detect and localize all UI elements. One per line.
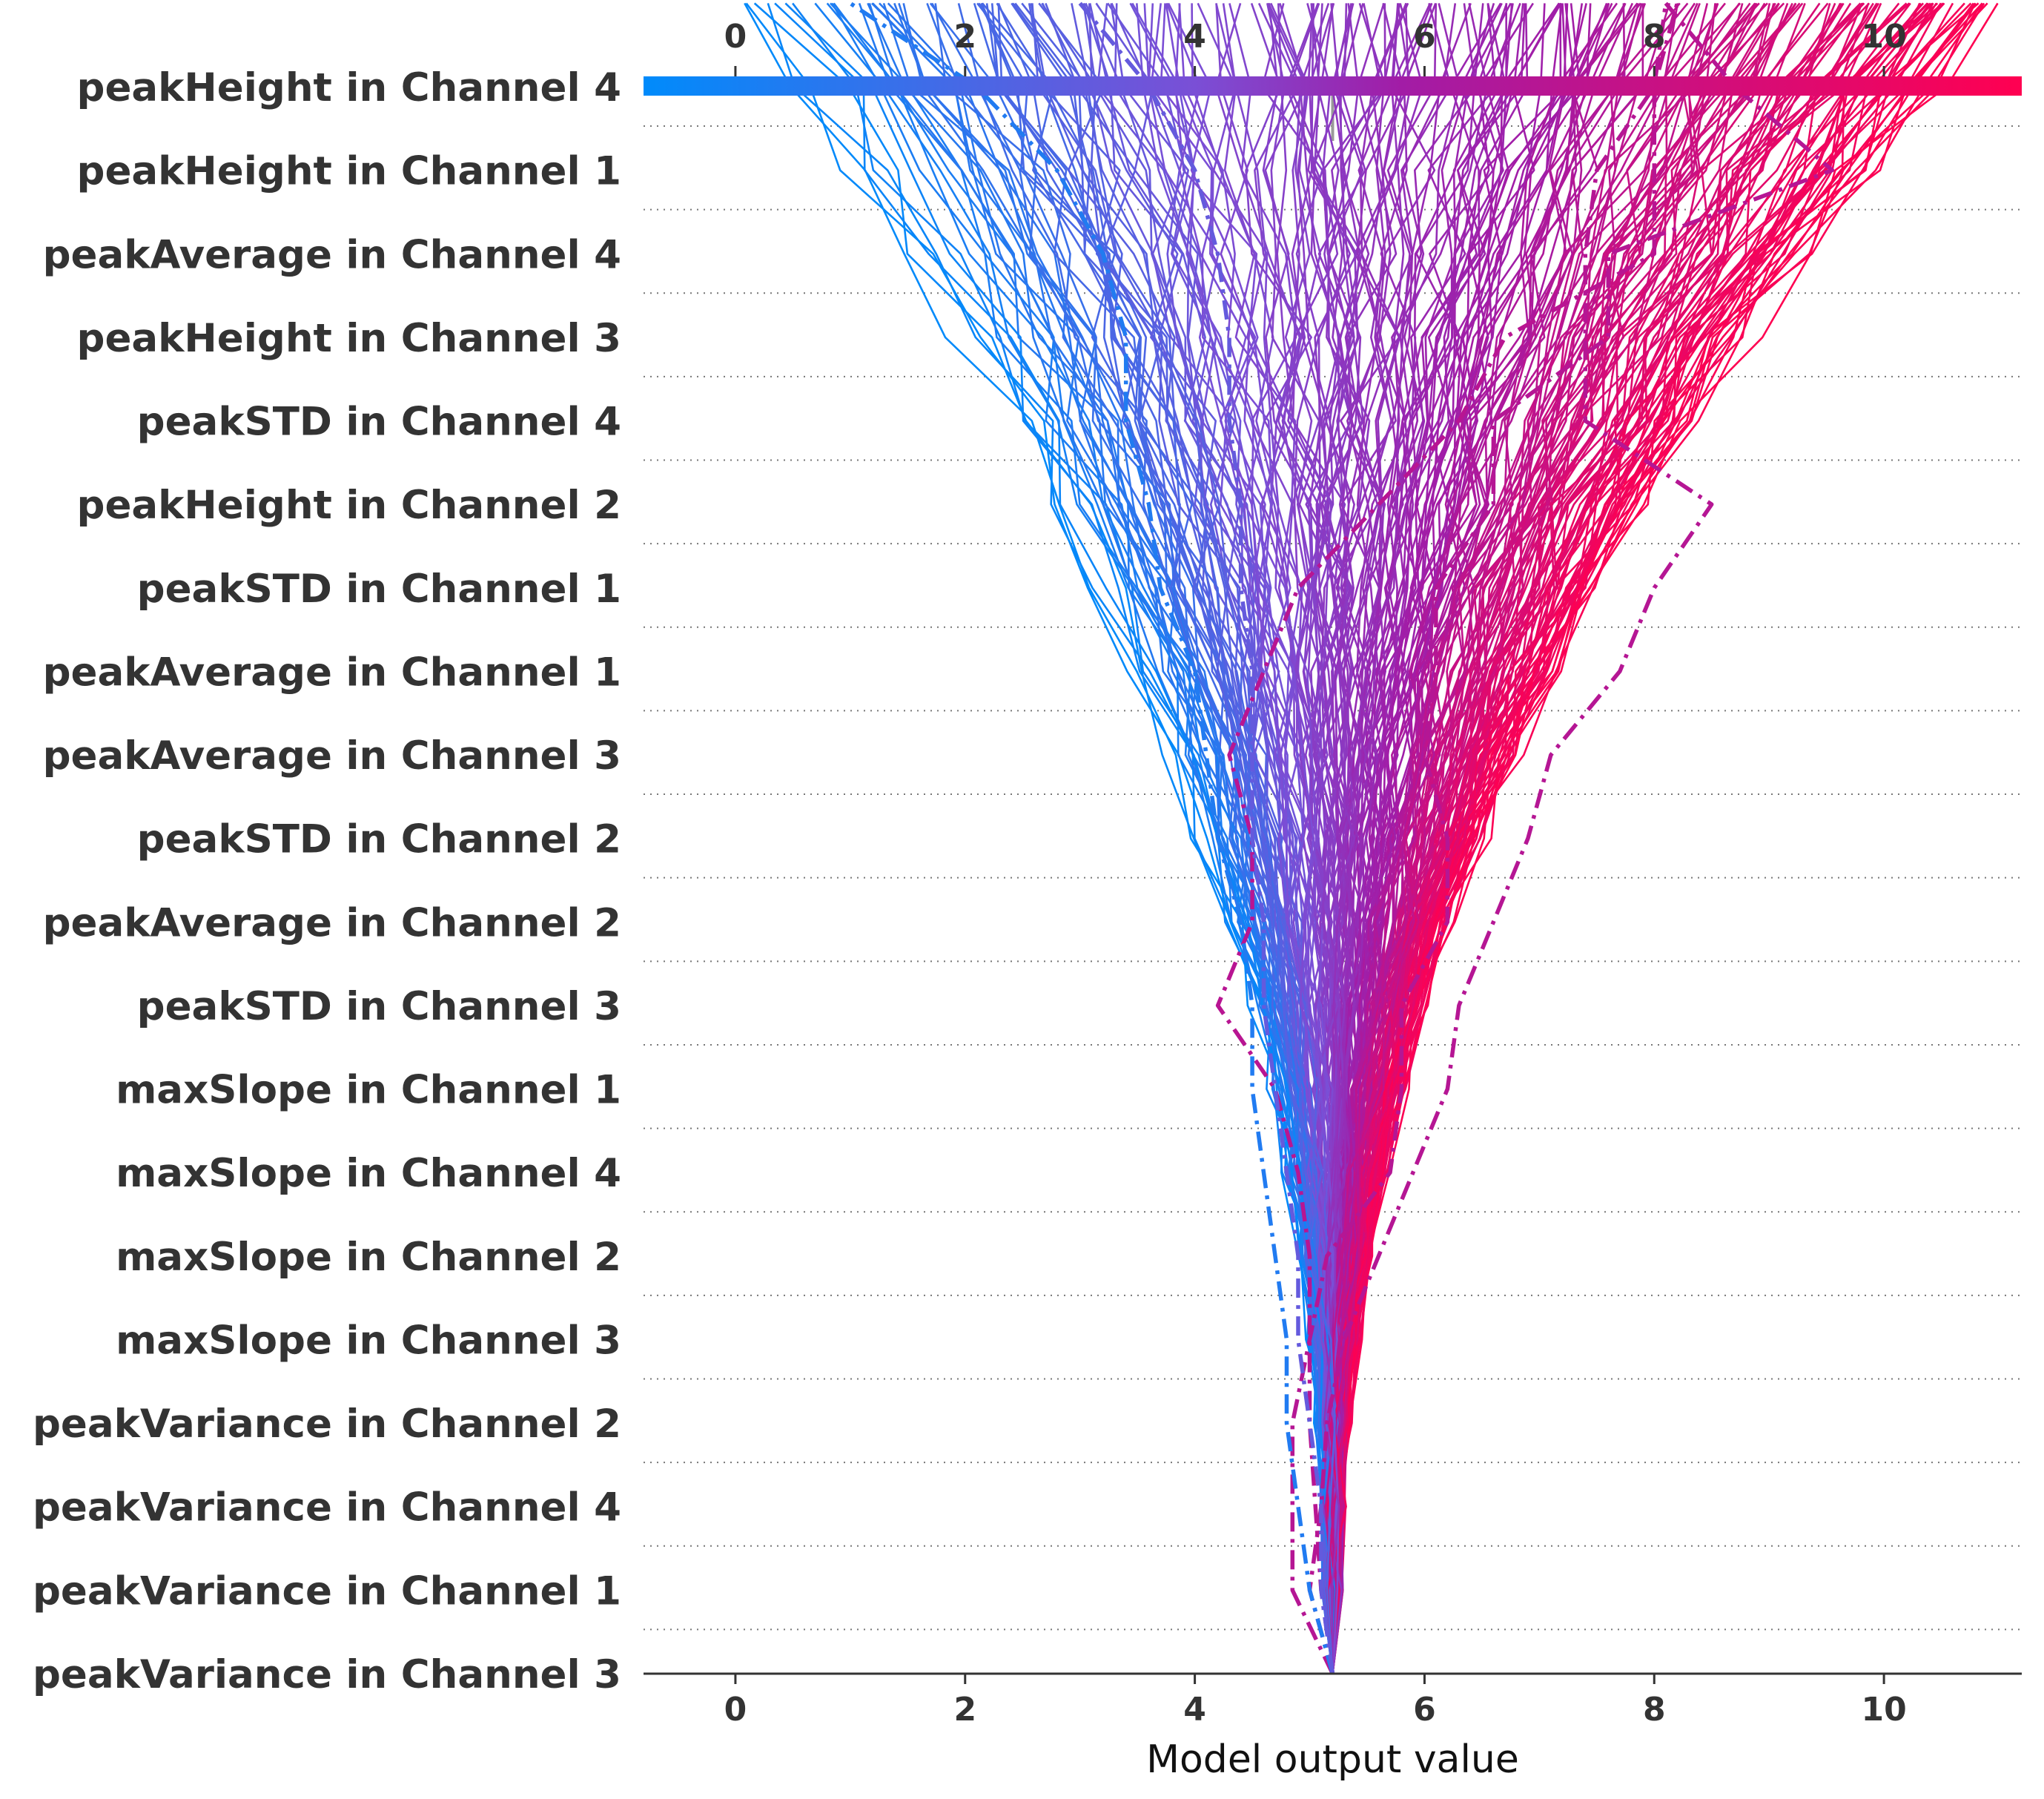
feature-label: peakHeight in Channel 3 — [77, 316, 621, 361]
feature-label: peakVariance in Channel 3 — [33, 1652, 621, 1697]
sample-path — [1323, 3, 1409, 1674]
x-tick-label-top: 4 — [1183, 18, 1206, 56]
color-bar — [644, 76, 2022, 96]
feature-label: peakSTD in Channel 4 — [137, 400, 621, 445]
feature-label: peakVariance in Channel 4 — [33, 1485, 621, 1531]
x-tick-label: 2 — [953, 1691, 976, 1729]
feature-label: peakAverage in Channel 3 — [43, 733, 621, 779]
feature-label: maxSlope in Channel 4 — [116, 1151, 621, 1196]
axes: peakHeight in Channel 4 peakHeight in Cha… — [33, 18, 2022, 1729]
sample-path — [1332, 2, 1983, 1674]
feature-label: peakAverage in Channel 2 — [43, 900, 621, 945]
feature-label: peakSTD in Channel 2 — [137, 817, 621, 862]
sample-paths — [744, 1, 1999, 1675]
sample-path — [792, 2, 1342, 1674]
sample-path — [830, 2, 1336, 1674]
feature-label: peakHeight in Channel 2 — [77, 483, 621, 528]
x-tick-label-top: 0 — [724, 18, 747, 56]
x-tick-label-top: 2 — [953, 18, 976, 56]
sample-path — [1332, 2, 1647, 1674]
sample-path — [985, 3, 1334, 1674]
highlighted-path — [849, 1, 1335, 1674]
feature-label: maxSlope in Channel 2 — [116, 1235, 621, 1280]
sample-path — [1332, 2, 1954, 1674]
feature-label: peakSTD in Channel 1 — [137, 567, 621, 612]
feature-label: maxSlope in Channel 3 — [116, 1318, 621, 1363]
feature-label: peakHeight in Channel 1 — [77, 149, 621, 194]
highlighted-path — [1078, 1, 1335, 1674]
highlighted-path — [1307, 3, 1714, 1674]
x-axis-label: Model output value — [1146, 1737, 1519, 1782]
x-tick-label: 8 — [1643, 1691, 1666, 1729]
x-tick-label: 10 — [1861, 1691, 1906, 1729]
feature-gridlines — [644, 125, 2022, 1631]
highlighted-path — [1215, 2, 1679, 1674]
x-tick-label-top: 8 — [1643, 18, 1666, 56]
feature-label: peakAverage in Channel 1 — [43, 650, 621, 695]
feature-label: maxSlope in Channel 1 — [116, 1068, 621, 1113]
sample-path — [1038, 2, 1334, 1674]
sample-path — [1326, 2, 1751, 1674]
sample-path — [1325, 2, 1863, 1674]
x-tick-label-top: 10 — [1861, 18, 1906, 56]
sample-path — [1197, 2, 1340, 1674]
x-tick-label-top: 6 — [1413, 18, 1436, 56]
feature-label: peakVariance in Channel 1 — [33, 1568, 621, 1614]
x-tick-label: 6 — [1413, 1691, 1436, 1729]
highlighted-path — [1290, 1, 1835, 1675]
feature-label: peakVariance in Channel 2 — [33, 1402, 621, 1447]
feature-label: peakSTD in Channel 3 — [137, 984, 621, 1029]
sample-path — [1332, 2, 1985, 1674]
feature-label: peakHeight in Channel 4 — [77, 65, 621, 110]
x-tick-label: 0 — [724, 1691, 747, 1729]
sample-path — [826, 2, 1337, 1674]
sample-path — [1326, 2, 1843, 1674]
feature-label: peakAverage in Channel 4 — [43, 232, 621, 277]
x-tick-label: 4 — [1183, 1691, 1206, 1729]
